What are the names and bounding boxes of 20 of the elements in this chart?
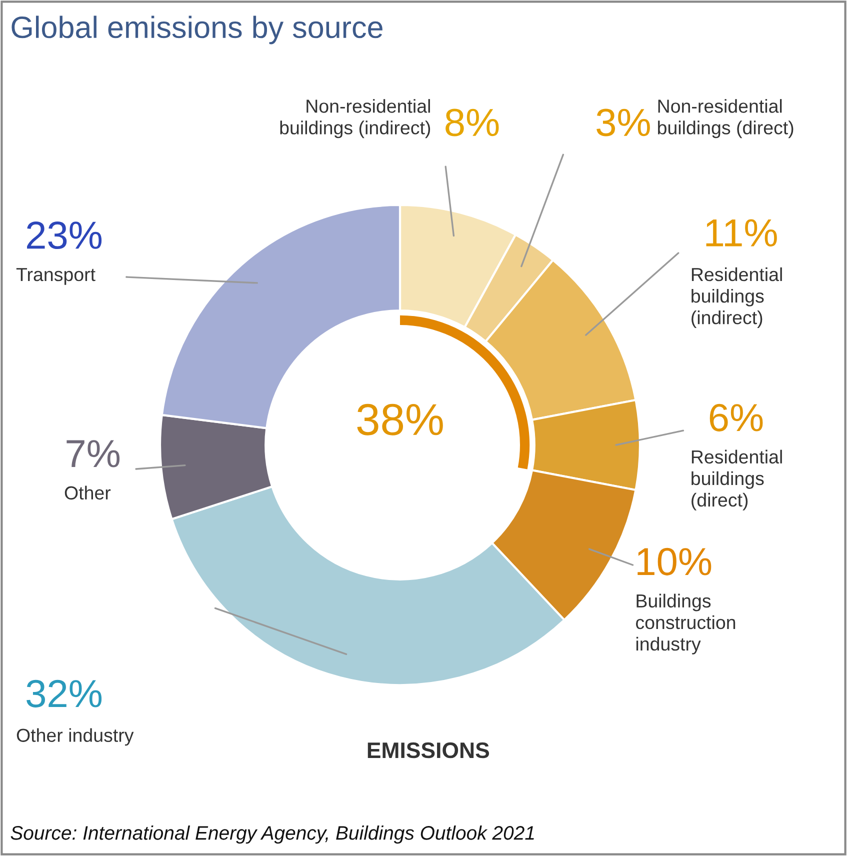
slice-label: Buildings construction industry [636,594,736,654]
text: EMISSIONS [368,742,490,758]
data-label: 10% [638,548,712,576]
slice-label: Residential buildings (indirect) [692,267,782,328]
data-label: 23% [27,222,102,250]
slice-label: Non-residential buildings (direct) [658,99,794,138]
data-label: 7% [66,440,120,468]
data-label: 8% [446,108,499,136]
slice-label: Residential buildings (direct) [692,450,782,510]
data-label: 32% [26,680,102,708]
slice-label: Other [64,486,111,500]
slice-label: Transport [16,268,96,285]
data-label: 3% [596,108,650,136]
slice-label: Non-residential buildings (indirect) [280,99,430,138]
slice-label: Other industry [16,728,134,746]
data-label: 6% [710,404,763,432]
source-note: Source: International Energy Agency, Buildings Outlook 2021 [10,826,534,844]
text: 38% [357,404,443,436]
chart-title: Global emissions by source [12,16,382,44]
data-label: 11% [706,219,777,246]
